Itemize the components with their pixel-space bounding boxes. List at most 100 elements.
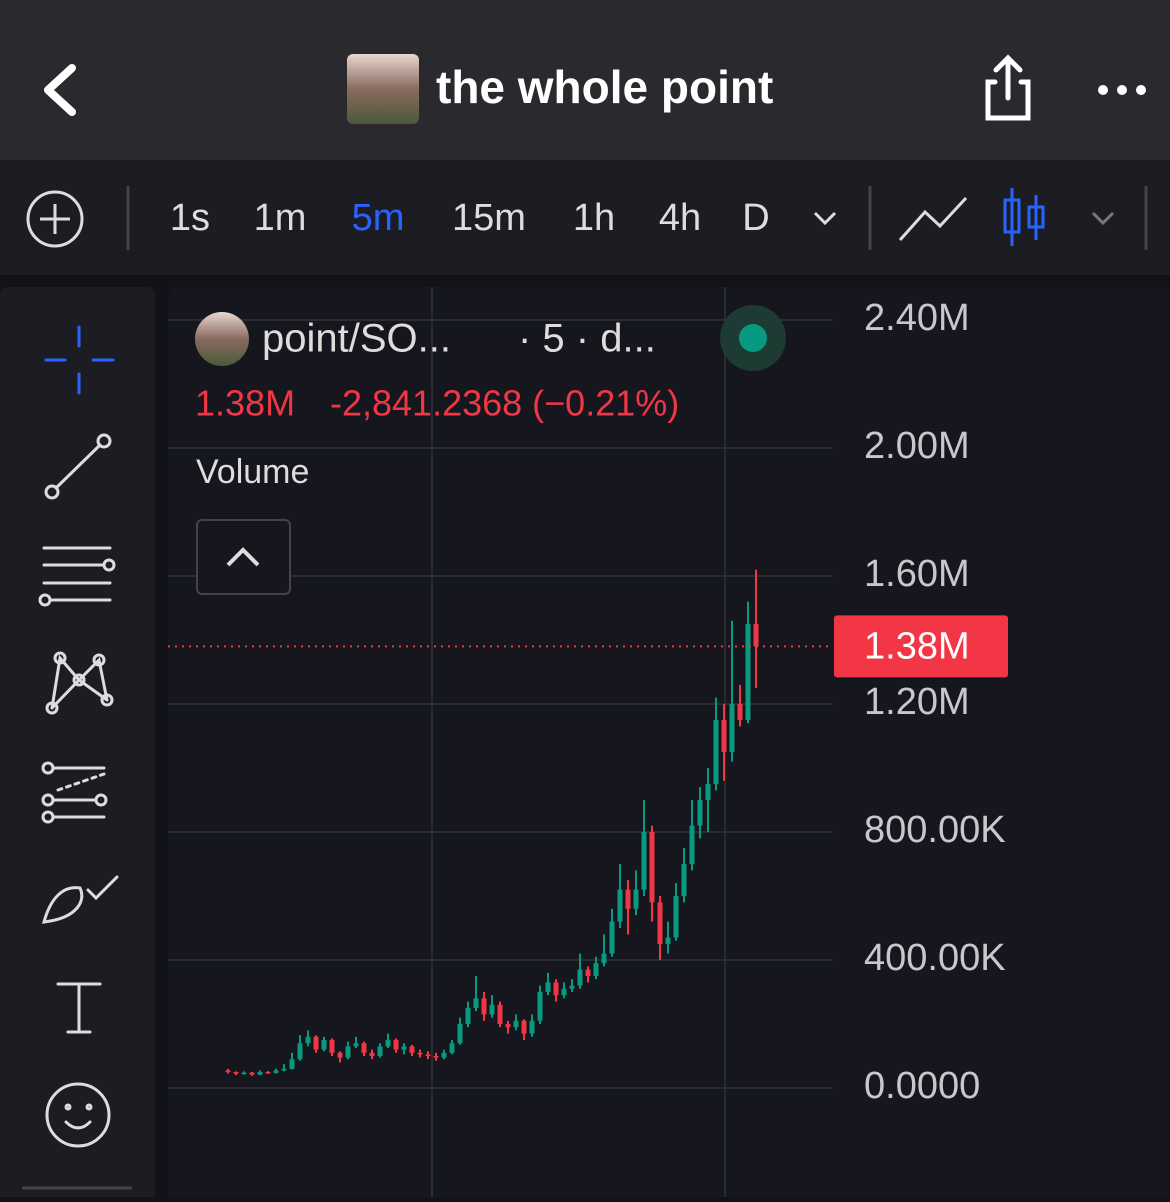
candle-body (641, 832, 647, 890)
candle-body (577, 969, 583, 986)
interval-button[interactable]: 1s (170, 197, 210, 239)
candle-body (361, 1043, 367, 1053)
candle-body (425, 1054, 431, 1056)
candle-body (257, 1072, 263, 1075)
candle-body (353, 1043, 359, 1047)
line-chart-button[interactable] (898, 196, 968, 241)
emoji-tool[interactable] (45, 1082, 111, 1148)
candle-body (465, 1008, 471, 1024)
crosshair-tool[interactable] (44, 325, 115, 395)
candle-body (745, 624, 751, 720)
candle-body (393, 1040, 399, 1050)
candle-body (385, 1040, 391, 1047)
interval-dropdown[interactable] (813, 211, 837, 226)
candle-body (753, 624, 759, 647)
candle-body (417, 1052, 423, 1055)
candle-body (305, 1036, 311, 1044)
candle-body (593, 963, 599, 976)
fib-tool[interactable] (38, 546, 116, 607)
collapse-icon (226, 547, 260, 567)
candle-body (569, 985, 575, 989)
candle-body (345, 1046, 351, 1058)
interval-button[interactable]: D (742, 197, 769, 239)
candle-body (441, 1052, 447, 1058)
candle-body (513, 1020, 519, 1028)
y-tick-label: 0.0000 (864, 1065, 980, 1107)
last-price-badge (834, 615, 1008, 678)
candle-body (281, 1068, 287, 1071)
candle-body (249, 1072, 255, 1075)
candle-body (273, 1070, 279, 1073)
interval-button[interactable]: 4h (659, 197, 701, 239)
status-dot (739, 324, 767, 352)
brush-tool[interactable] (41, 875, 119, 924)
trend-line-tool[interactable] (44, 433, 112, 500)
candle-body (553, 982, 559, 996)
y-tick-label: 400.00K (864, 937, 1006, 979)
symbol-name[interactable]: point/SO... (262, 317, 451, 361)
candle-body (721, 720, 727, 752)
volume-label: Volume (196, 453, 309, 491)
candle-body (297, 1043, 303, 1060)
candle-body (313, 1036, 319, 1050)
add-indicator-button[interactable] (26, 190, 84, 248)
interval-button[interactable]: 1h (573, 197, 615, 239)
candle-body (529, 1020, 535, 1034)
symbol-interval: · 5 · d... (518, 317, 656, 361)
share-button[interactable] (985, 54, 1031, 121)
chart-type-dropdown[interactable] (1091, 211, 1115, 226)
more-button[interactable] (1098, 85, 1146, 95)
candle-chart-button[interactable] (1003, 188, 1045, 246)
candle-body (681, 864, 687, 896)
legend-price: 1.38M (195, 383, 295, 424)
candle-body (737, 704, 743, 720)
chart-pane (168, 287, 1170, 1202)
y-tick-label: 2.00M (864, 425, 970, 467)
toolbar (0, 160, 1170, 275)
candle-body (665, 937, 671, 944)
candle-body (225, 1070, 231, 1072)
candle-body (697, 800, 703, 826)
candle-body (673, 896, 679, 938)
interval-button[interactable]: 15m (452, 197, 526, 239)
candle-body (729, 704, 735, 752)
candle-body (561, 988, 567, 996)
candle-body (337, 1052, 343, 1058)
candle-body (369, 1052, 375, 1056)
top-bar (0, 0, 1170, 160)
candle-body (481, 998, 487, 1015)
candle-body (329, 1040, 335, 1053)
candle-body (657, 902, 663, 944)
candle-body (377, 1046, 383, 1056)
candle-body (433, 1056, 439, 1058)
candle-body (473, 998, 479, 1008)
candle-body (545, 982, 551, 992)
y-tick-label: 1.60M (864, 553, 970, 595)
candle-body (289, 1059, 295, 1069)
drawing-toolbar (0, 287, 155, 1202)
candle-body (497, 1004, 503, 1024)
interval-button[interactable]: 5m (352, 197, 405, 239)
candle-body (265, 1072, 271, 1074)
candle-body (449, 1043, 455, 1053)
legend-change: -2,841.2368 (−0.21%) (330, 383, 679, 424)
y-tick-label: 1.20M (864, 681, 970, 723)
candle-body (321, 1040, 327, 1050)
last-price-label: 1.38M (864, 625, 970, 667)
interval-button[interactable]: 1m (254, 197, 307, 239)
candle-body (457, 1024, 463, 1044)
page-title: the whole point (436, 61, 773, 113)
candle-body (233, 1072, 239, 1074)
y-tick-label: 800.00K (864, 809, 1006, 851)
candle-body (705, 784, 711, 800)
text-tool[interactable] (56, 982, 102, 1034)
collapse-legend-button[interactable] (196, 519, 291, 595)
candle-body (521, 1020, 527, 1034)
y-tick-label: 2.40M (864, 297, 970, 339)
pattern-tool[interactable] (45, 651, 114, 715)
candle-body (489, 1004, 495, 1015)
candle-body (617, 889, 623, 922)
back-button[interactable] (44, 64, 76, 116)
projection-tool[interactable] (41, 761, 108, 824)
